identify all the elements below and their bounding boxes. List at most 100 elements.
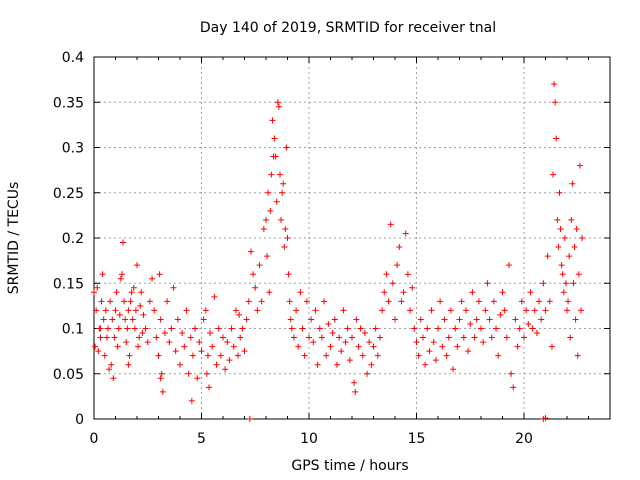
data-point [266,289,273,296]
data-point [570,280,577,287]
data-point [394,262,401,269]
data-point [125,361,132,368]
data-point [276,171,283,178]
data-point [529,325,536,332]
data-point [344,325,351,332]
data-point [565,298,572,305]
data-point [287,316,294,323]
data-point [346,357,353,364]
data-point [280,180,287,187]
data-point [188,397,195,404]
data-point [268,171,275,178]
data-point [546,298,553,305]
data-point [247,248,254,255]
data-point [146,298,153,305]
data-point [342,339,349,346]
data-point [230,343,237,350]
data-point [389,280,396,287]
chart-title: Day 140 of 2019, SRMTID for receiver tna… [200,20,496,36]
data-point [376,334,383,341]
data-point [181,343,188,350]
data-point [540,280,547,287]
y-tick-label: 0 [75,412,84,428]
data-point [538,316,545,323]
data-point [351,379,358,386]
data-point [235,352,242,359]
data-point [108,361,115,368]
data-point [497,311,504,318]
data-point [458,298,465,305]
data-point [228,325,235,332]
data-point [321,298,328,305]
data-point [204,352,211,359]
data-point [555,244,562,251]
data-point [295,343,302,350]
data-point [123,339,130,346]
data-point [366,339,373,346]
data-point [387,221,394,228]
data-point [516,325,523,332]
data-point [99,271,106,278]
y-tick-label: 0.4 [62,50,84,66]
data-point [456,316,463,323]
data-point [312,307,319,314]
data-point [536,298,543,305]
data-point [558,262,565,269]
data-point [486,316,493,323]
x-axis-title: GPS time / hours [291,458,408,474]
data-point [198,348,205,355]
data-point [284,235,291,241]
data-point [297,289,304,296]
data-point [192,325,199,332]
data-point [575,271,582,278]
data-point [566,253,573,260]
data-point [161,330,168,337]
data-point [396,244,403,251]
data-point [213,361,220,368]
y-tick-label: 0.2 [62,231,84,247]
data-point [374,352,381,359]
data-point [203,370,210,377]
data-point [557,225,564,232]
data-point [207,330,214,337]
data-point [269,117,276,124]
data-point [166,339,173,346]
data-point [174,316,181,323]
data-point [97,334,104,341]
data-point [512,316,519,323]
data-point [415,352,422,359]
data-point [542,307,549,314]
data-point [239,325,246,332]
data-point [118,271,125,278]
data-point [290,334,297,341]
data-point [245,298,252,305]
data-point [236,311,243,318]
data-point [91,289,97,296]
data-point [273,198,280,205]
data-point [308,316,315,323]
data-point [107,298,114,305]
data-point [114,343,121,350]
data-point [132,307,139,314]
data-point [185,370,192,377]
data-point [106,366,113,373]
data-point [503,334,510,341]
data-point [258,298,265,305]
data-point [124,325,131,332]
data-point [272,153,279,160]
data-point [480,339,487,346]
data-point [131,325,138,332]
data-point [101,352,108,359]
data-point [138,289,145,296]
data-point [501,307,508,314]
data-point [385,298,392,305]
data-point [299,325,306,332]
data-point [250,271,257,278]
data-point [126,352,133,359]
data-point [172,348,179,355]
data-point [505,262,512,269]
data-point [452,325,459,332]
data-point [430,339,437,346]
data-point [158,370,165,377]
data-point [544,253,551,260]
